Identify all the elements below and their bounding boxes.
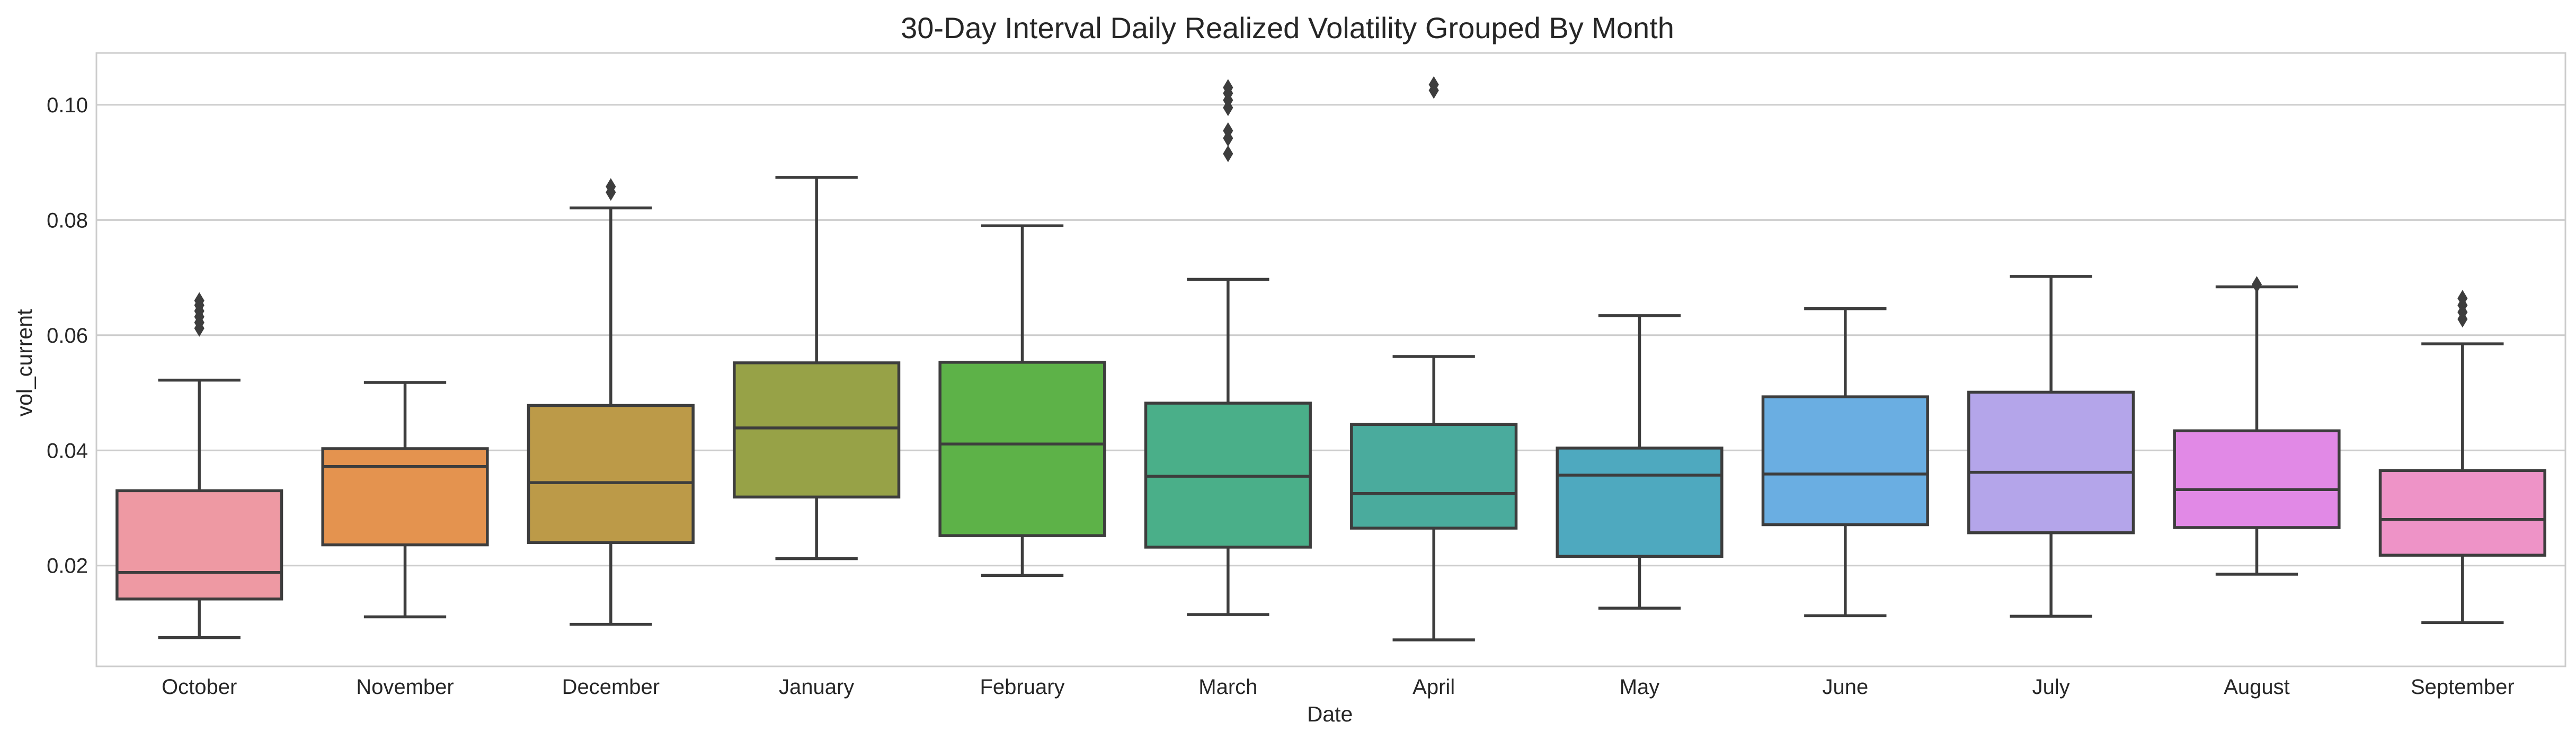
outlier-point bbox=[606, 178, 616, 195]
box-group-june bbox=[1761, 307, 1929, 618]
box bbox=[2378, 469, 2546, 557]
x-tick-label: November bbox=[356, 675, 454, 699]
box-group-may bbox=[1556, 314, 1724, 610]
box-group-november bbox=[321, 381, 489, 619]
box bbox=[1761, 395, 1929, 527]
box bbox=[1350, 423, 1518, 530]
y-tick-label: 0.06 bbox=[47, 324, 88, 347]
box-group-january bbox=[733, 176, 901, 560]
outlier-point bbox=[2457, 290, 2468, 307]
box-group-february bbox=[938, 224, 1106, 577]
box bbox=[116, 489, 283, 601]
x-tick-label: July bbox=[2032, 675, 2070, 699]
box-group-july bbox=[1967, 275, 2135, 618]
y-tick-label: 0.10 bbox=[47, 94, 88, 117]
x-tick-label: October bbox=[162, 675, 237, 699]
grid-lines bbox=[96, 104, 2565, 567]
y-axis-ticks: 0.02 0.04 0.06 0.08 0.10 bbox=[47, 94, 88, 578]
box bbox=[1556, 447, 1724, 558]
outlier-point bbox=[1223, 122, 1233, 139]
x-tick-label: June bbox=[1822, 675, 1868, 699]
box bbox=[2173, 429, 2341, 529]
outlier-point bbox=[1428, 76, 1439, 93]
outlier-point bbox=[1223, 79, 1233, 96]
box bbox=[321, 447, 489, 547]
x-tick-label: April bbox=[1413, 675, 1455, 699]
x-axis-label: Date bbox=[1307, 702, 1353, 726]
box-group-april bbox=[1350, 76, 1518, 641]
y-tick-label: 0.02 bbox=[47, 555, 88, 578]
x-tick-label: September bbox=[2411, 675, 2515, 699]
y-tick-label: 0.04 bbox=[47, 439, 88, 462]
x-tick-label: March bbox=[1198, 675, 1257, 699]
x-tick-label: February bbox=[980, 675, 1064, 699]
x-tick-label: May bbox=[1620, 675, 1660, 699]
y-tick-label: 0.08 bbox=[47, 209, 88, 232]
box bbox=[938, 361, 1106, 537]
x-tick-label: January bbox=[779, 675, 854, 699]
box bbox=[1967, 390, 2135, 534]
outlier-point bbox=[2251, 276, 2262, 293]
y-axis-label: vol_current bbox=[12, 309, 37, 416]
outlier-point bbox=[194, 292, 205, 309]
box bbox=[733, 361, 901, 499]
outlier-point bbox=[1223, 145, 1233, 163]
x-axis-ticks: October November December January February Ma… bbox=[162, 675, 2515, 699]
box-group-august bbox=[2173, 276, 2341, 576]
box-group-october bbox=[116, 292, 283, 639]
plot-frame bbox=[95, 52, 2566, 667]
chart-title: 30-Day Interval Daily Realized Volatilit… bbox=[901, 11, 1674, 44]
x-tick-label: August bbox=[2224, 675, 2290, 699]
box-group-september bbox=[2378, 290, 2546, 625]
x-tick-label: December bbox=[562, 675, 660, 699]
box-plot-series bbox=[116, 76, 2546, 641]
box-group-march bbox=[1144, 79, 1312, 616]
box bbox=[527, 404, 695, 544]
box-group-december bbox=[527, 178, 695, 626]
